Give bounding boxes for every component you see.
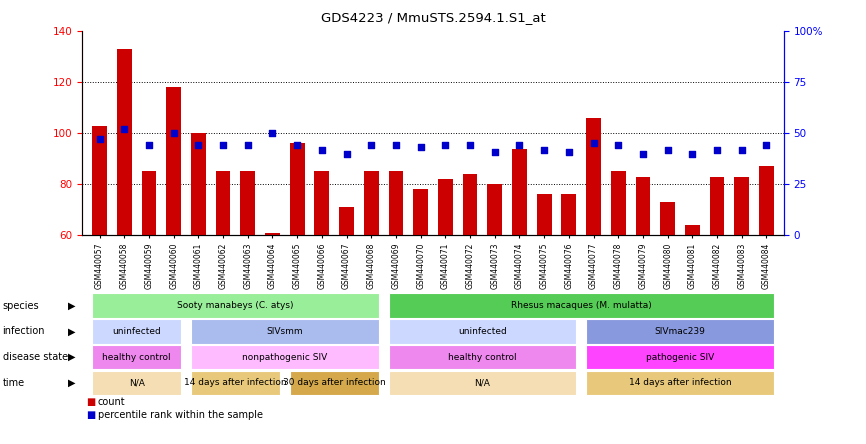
Bar: [438, 179, 453, 235]
Bar: [265, 233, 280, 235]
Point: [513, 142, 527, 149]
Bar: [92, 126, 107, 235]
Text: ▶: ▶: [68, 326, 75, 337]
Point: [241, 142, 255, 149]
Bar: [290, 143, 305, 235]
Text: N/A: N/A: [129, 378, 145, 388]
Text: uninfected: uninfected: [113, 327, 161, 336]
Bar: [709, 177, 725, 235]
Point: [710, 146, 724, 153]
Bar: [413, 190, 428, 235]
Bar: [759, 166, 774, 235]
Text: uninfected: uninfected: [458, 327, 507, 336]
Point: [735, 146, 749, 153]
Text: infection: infection: [3, 326, 45, 337]
Text: ■: ■: [87, 410, 96, 420]
Point: [661, 146, 675, 153]
Point: [438, 142, 452, 149]
Point: [216, 142, 230, 149]
Bar: [166, 87, 181, 235]
Text: Rhesus macaques (M. mulatta): Rhesus macaques (M. mulatta): [511, 301, 651, 310]
Point: [586, 140, 600, 147]
Bar: [734, 177, 749, 235]
Text: 14 days after infection: 14 days after infection: [184, 378, 287, 388]
Text: ▶: ▶: [68, 378, 75, 388]
Text: count: count: [98, 397, 126, 407]
Bar: [561, 194, 576, 235]
Text: species: species: [3, 301, 39, 311]
Text: time: time: [3, 378, 25, 388]
Point: [537, 146, 551, 153]
Text: Sooty manabeys (C. atys): Sooty manabeys (C. atys): [178, 301, 294, 310]
Bar: [241, 171, 255, 235]
Text: 30 days after infection: 30 days after infection: [283, 378, 385, 388]
Bar: [537, 194, 552, 235]
Text: ■: ■: [87, 397, 96, 407]
Bar: [660, 202, 675, 235]
Bar: [636, 177, 650, 235]
Point: [562, 148, 576, 155]
Bar: [339, 207, 354, 235]
Point: [167, 130, 181, 137]
Text: percentile rank within the sample: percentile rank within the sample: [98, 410, 263, 420]
Point: [389, 142, 403, 149]
Text: disease state: disease state: [3, 352, 68, 362]
Bar: [586, 118, 601, 235]
Point: [142, 142, 156, 149]
Point: [290, 142, 304, 149]
Point: [414, 144, 428, 151]
Text: ▶: ▶: [68, 352, 75, 362]
Point: [315, 146, 329, 153]
Text: SIVmac239: SIVmac239: [655, 327, 706, 336]
Bar: [117, 49, 132, 235]
Bar: [389, 171, 404, 235]
Bar: [685, 225, 700, 235]
Bar: [364, 171, 378, 235]
Point: [611, 142, 625, 149]
Text: pathogenic SIV: pathogenic SIV: [646, 353, 714, 362]
Text: GDS4223 / MmuSTS.2594.1.S1_at: GDS4223 / MmuSTS.2594.1.S1_at: [320, 11, 546, 24]
Text: healthy control: healthy control: [102, 353, 171, 362]
Text: 14 days after infection: 14 days after infection: [629, 378, 731, 388]
Bar: [462, 174, 477, 235]
Point: [463, 142, 477, 149]
Point: [117, 126, 131, 133]
Point: [191, 142, 205, 149]
Point: [339, 150, 353, 157]
Bar: [314, 171, 329, 235]
Point: [488, 148, 501, 155]
Point: [266, 130, 280, 137]
Bar: [141, 171, 157, 235]
Text: healthy control: healthy control: [448, 353, 517, 362]
Bar: [488, 184, 502, 235]
Point: [93, 136, 107, 143]
Bar: [611, 171, 625, 235]
Bar: [216, 171, 230, 235]
Text: SIVsmm: SIVsmm: [267, 327, 303, 336]
Text: nonpathogenic SIV: nonpathogenic SIV: [242, 353, 327, 362]
Point: [759, 142, 773, 149]
Bar: [512, 148, 527, 235]
Text: ▶: ▶: [68, 301, 75, 311]
Point: [685, 150, 699, 157]
Point: [365, 142, 378, 149]
Text: N/A: N/A: [475, 378, 490, 388]
Bar: [191, 133, 206, 235]
Point: [636, 150, 650, 157]
